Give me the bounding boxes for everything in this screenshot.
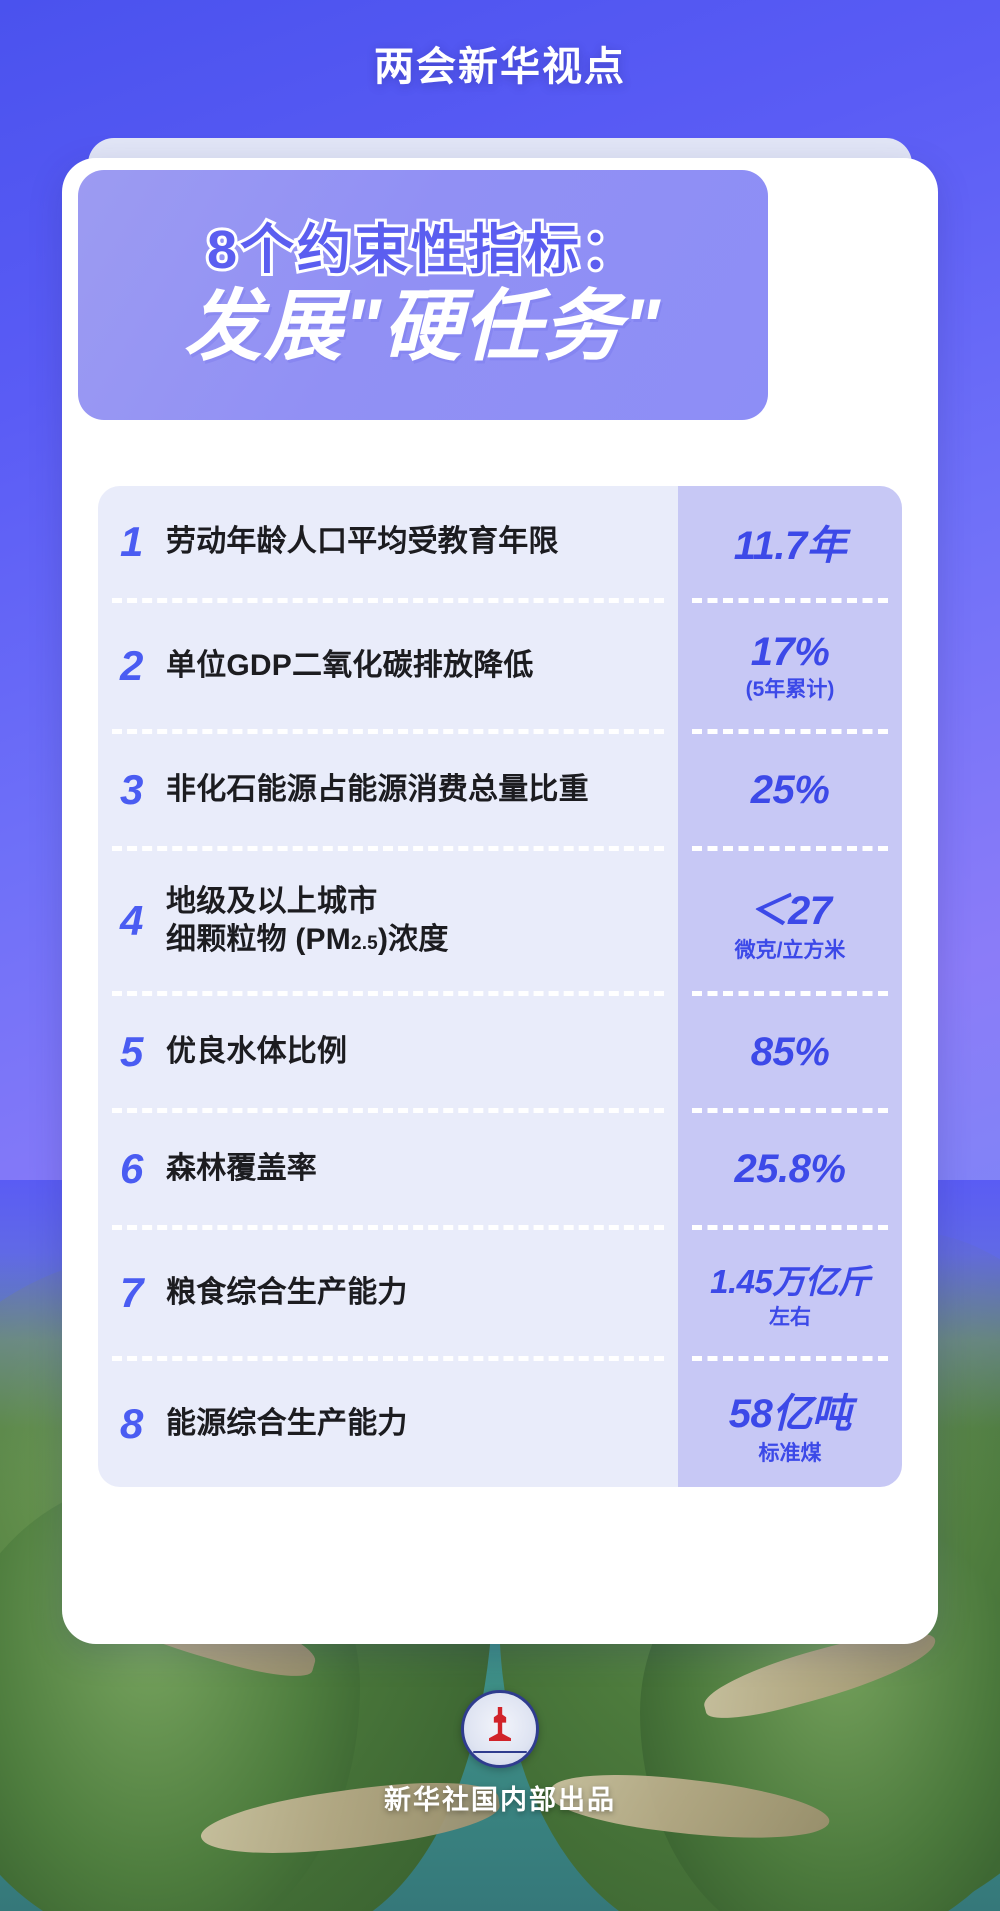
row-value: 25% (750, 767, 830, 812)
row-separator (692, 846, 888, 851)
table-row: 2 单位GDP二氧化碳排放降低 (98, 603, 678, 729)
row-label: 单位GDP二氧化碳排放降低 (166, 648, 534, 682)
row-separator (112, 1108, 664, 1113)
footer: 新华社国内部出品 (0, 1690, 1000, 1817)
row-value-sublabel: (5年累计) (745, 677, 835, 701)
row-separator (112, 729, 664, 734)
row-separator (112, 846, 664, 851)
row-value-sublabel: 左右 (769, 1306, 811, 1329)
row-label: 地级及以上城市细颗粒物 (PM2.5)浓度 (166, 883, 449, 960)
banner-line-1: 8个约束性指标： (204, 217, 640, 283)
table-row: 5 优良水体比例 (98, 996, 678, 1108)
row-rank: 5 (120, 1028, 144, 1075)
table-row: 1 劳动年龄人口平均受教育年限 (98, 486, 678, 598)
footer-caption: 新华社国内部出品 (384, 1785, 616, 1815)
row-separator (112, 991, 664, 996)
table-row-value: 25% (678, 734, 902, 846)
row-label: 森林覆盖率 (166, 1151, 317, 1185)
table-row: 8 能源综合生产能力 (98, 1361, 678, 1487)
row-rank: 4 (120, 897, 144, 944)
table-row-value: 11.7年 (678, 486, 902, 598)
row-rank: 7 (120, 1269, 144, 1316)
page-title: 两会新华视点 (374, 45, 626, 89)
row-separator (112, 598, 664, 603)
row-label: 非化石能源占能源消费总量比重 (166, 772, 589, 806)
row-rank: 6 (120, 1145, 144, 1192)
row-label: 能源综合生产能力 (166, 1406, 408, 1440)
row-label-line-1: 地级及以上城市 (166, 884, 378, 918)
row-value: 17% (750, 629, 830, 674)
row-value: 1.45万亿斤 (710, 1263, 870, 1300)
row-separator (692, 991, 888, 996)
table-row-value: ＜27 微克/立方米 (678, 851, 902, 991)
table-row: 7 粮食综合生产能力 (98, 1230, 678, 1356)
row-rank: 8 (120, 1400, 144, 1447)
row-rank: 2 (120, 642, 144, 689)
row-separator (692, 729, 888, 734)
banner: 8个约束性指标： 发展"硬任务" (78, 170, 768, 420)
row-value: 25.8% (734, 1146, 846, 1191)
table-row: 3 非化石能源占能源消费总量比重 (98, 734, 678, 846)
table-row: 4 地级及以上城市细颗粒物 (PM2.5)浓度 (98, 851, 678, 991)
row-label: 劳动年龄人口平均受教育年限 (166, 524, 559, 558)
banner-line-2: 发展"硬任务" (184, 282, 662, 371)
row-value: ＜27 (748, 889, 833, 933)
indicators-table: 1 劳动年龄人口平均受教育年限 2 单位GDP二氧化碳排放降低 3 非化石能源占能源消费总… (98, 486, 902, 1487)
row-value: 58亿吨 (728, 1392, 852, 1436)
row-value: 11.7年 (733, 524, 847, 568)
row-rank: 1 (120, 518, 144, 565)
row-rank: 3 (120, 766, 144, 813)
row-label-line-2: 细颗粒物 (PM2.5)浓度 (166, 923, 449, 956)
row-value-sublabel: 微克/立方米 (734, 939, 846, 962)
row-label: 优良水体比例 (166, 1034, 348, 1068)
pm-subscript: 2.5 (350, 933, 378, 954)
row-label: 粮食综合生产能力 (166, 1275, 408, 1309)
table-row-value: 17% (5年累计) (678, 603, 902, 729)
row-separator (692, 1108, 888, 1113)
row-value: 85% (750, 1029, 830, 1074)
table-row-value: 58亿吨标准煤 (678, 1361, 902, 1487)
indicator-label-column: 1 劳动年龄人口平均受教育年限 2 单位GDP二氧化碳排放降低 3 非化石能源占能源消费总… (98, 486, 678, 1487)
indicator-value-column: 11.7年 17% (5年累计) 25% ＜27 微克/立方米 85% 25.8% 1.45万亿… (678, 486, 902, 1487)
table-row-value: 25.8% (678, 1113, 902, 1225)
table-row-value: 85% (678, 996, 902, 1108)
row-separator (692, 598, 888, 603)
table-row: 6 森林覆盖率 (98, 1113, 678, 1225)
table-row-value: 1.45万亿斤左右 (678, 1230, 902, 1356)
xinhua-emblem-icon (461, 1690, 539, 1768)
row-value-sublabel: 标准煤 (758, 1442, 822, 1465)
